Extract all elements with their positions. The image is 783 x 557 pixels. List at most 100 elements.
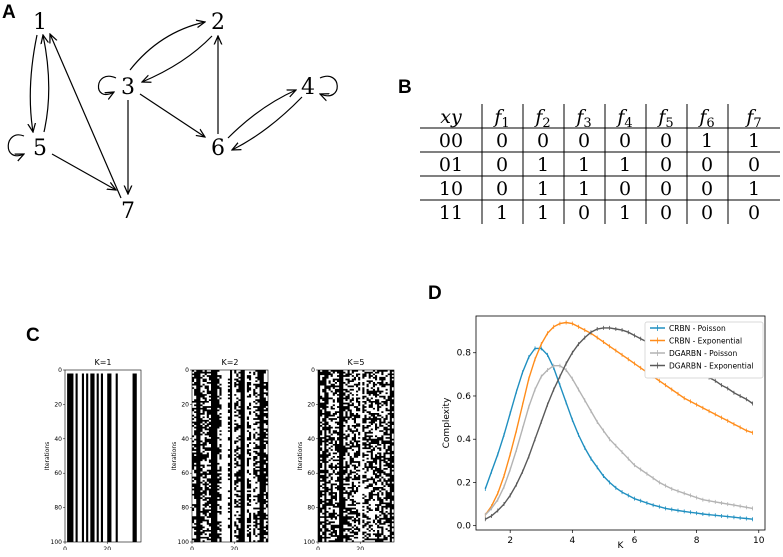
raster-xtick: 0: [190, 546, 194, 550]
table-cell: 0: [701, 178, 713, 200]
chart-legend: CRBN - Poisson CRBN - Exponential DGARBN -…: [644, 321, 764, 379]
table-cell: 1: [619, 154, 631, 176]
table-cell: 1: [748, 130, 760, 152]
panel-b-letter: B: [398, 77, 412, 98]
table-cell: 1: [537, 202, 549, 224]
edge-5-7: [51, 153, 116, 190]
table-cell: 0: [496, 130, 508, 152]
network-graph: 1 2 3 4 5 6 7: [7, 10, 338, 224]
raster-ytick: 40: [54, 436, 62, 443]
series-line: [484, 347, 753, 520]
table-cell: 0: [619, 130, 631, 152]
y-tick-label: 0.0: [457, 522, 472, 532]
table-header-f1: f1: [492, 106, 509, 131]
raster-subplot-1: K=1020406080100020number of nodesIterati…: [44, 358, 142, 550]
raster-ytick: 20: [54, 401, 62, 408]
table-header-functions: f1 f2 f3 f4 f5 f6 f7: [492, 106, 761, 131]
raster-ytick: 100: [178, 539, 190, 546]
raster-plots: K=1020406080100020number of nodesIterati…: [44, 358, 395, 550]
x-tick-label: 4: [569, 536, 575, 546]
x-axis-label: K: [618, 541, 625, 551]
table-cell-xy: 00: [439, 130, 463, 152]
x-tick-label: 2: [507, 536, 513, 546]
raster-xtick: 20: [230, 546, 238, 550]
table-cell: 0: [660, 154, 672, 176]
y-tick-label: 0.6: [457, 392, 472, 402]
table-cell: 1: [748, 178, 760, 200]
table-cell: 1: [578, 154, 590, 176]
table-cell: 0: [701, 202, 713, 224]
table-cell: 1: [619, 202, 631, 224]
raster-ytick: 0: [58, 367, 62, 374]
table-cell: 0: [748, 202, 760, 224]
table-cell: 0: [578, 130, 590, 152]
raster-cells: [192, 370, 268, 542]
table-cell: 0: [748, 154, 760, 176]
table-header-f3: f3: [574, 106, 591, 131]
series-1: [484, 346, 753, 522]
legend-label: CRBN - Exponential: [669, 337, 742, 346]
raster-ytick: 60: [181, 470, 189, 477]
edge-5-1: [43, 35, 50, 133]
table-cell: 1: [701, 130, 713, 152]
panel-a-letter: A: [2, 2, 16, 23]
raster-ytick: 0: [311, 367, 315, 374]
raster-cells: [318, 370, 394, 542]
x-tick-label: 10: [753, 536, 765, 546]
edge-3-2: [129, 22, 205, 71]
table-cell: 0: [578, 202, 590, 224]
node-2: 2: [211, 10, 225, 35]
y-tick-label: 0.2: [457, 478, 471, 488]
x-tick-label: 6: [632, 536, 638, 546]
edge-3-6: [139, 93, 205, 137]
legend-label: DGARBN - Poisson: [669, 349, 737, 358]
raster-ytick: 40: [181, 436, 189, 443]
raster-xtick: 20: [103, 546, 111, 550]
table-cell: 0: [660, 130, 672, 152]
raster-ytick: 80: [181, 505, 189, 512]
raster-title: K=1: [94, 358, 111, 367]
raster-subplot-3: K=5020406080100020number of nodesIterati…: [297, 358, 395, 550]
table-cell: 1: [496, 202, 508, 224]
table-cell-xy: 10: [439, 178, 463, 200]
table-header-xy: xy: [440, 106, 462, 128]
raster-xtick: 20: [356, 546, 364, 550]
node-1: 1: [33, 10, 47, 35]
complexity-line-chart: 2 4 6 8 10 0.0 0.2 0.4 0.6 0.8 K Complexity CRBN - P…: [442, 315, 766, 551]
raster-ylabel: Iterations: [171, 442, 178, 471]
graph-nodes: 1 2 3 4 5 6 7: [33, 10, 315, 224]
legend-label: CRBN - Poisson: [669, 324, 726, 333]
x-tick-label: 8: [694, 536, 700, 546]
table-cell: 1: [537, 178, 549, 200]
edge-5-5: [7, 134, 24, 156]
raster-ytick: 100: [304, 539, 316, 546]
y-tick-label: 0.8: [457, 349, 472, 359]
raster-ytick: 60: [307, 470, 315, 477]
node-4: 4: [301, 75, 315, 100]
node-5: 5: [33, 136, 47, 161]
table-cell: 0: [619, 178, 631, 200]
y-tick-label: 0.4: [457, 435, 472, 445]
series-line: [484, 365, 753, 516]
table-header-f7: f7: [744, 106, 761, 131]
raster-ytick: 20: [181, 401, 189, 408]
raster-title: K=2: [221, 358, 238, 367]
y-axis-label: Complexity: [442, 397, 452, 449]
edge-4-6: [232, 96, 303, 150]
edge-2-3: [142, 35, 213, 82]
table-cell-xy: 11: [439, 202, 463, 224]
series-line: [484, 321, 753, 516]
table-header-f6: f6: [697, 106, 714, 131]
table-cell: 0: [660, 178, 672, 200]
truth-table: xy f1 f2 f3 f4 f5 f6 f7 00 0 0 0 0 0 1 101 0 1 1 1 0…: [420, 104, 780, 224]
raster-ytick: 0: [185, 367, 189, 374]
raster-cells: [67, 373, 137, 542]
panel-c-letter: C: [26, 325, 40, 346]
table-cell: 0: [496, 154, 508, 176]
edge-1-5: [30, 34, 38, 132]
panel-d-letter: D: [428, 283, 442, 304]
table-header-f5: f5: [656, 106, 673, 131]
raster-title: K=5: [347, 358, 364, 367]
legend-label: DGARBN - Exponential: [669, 362, 754, 371]
node-6: 6: [211, 136, 225, 161]
